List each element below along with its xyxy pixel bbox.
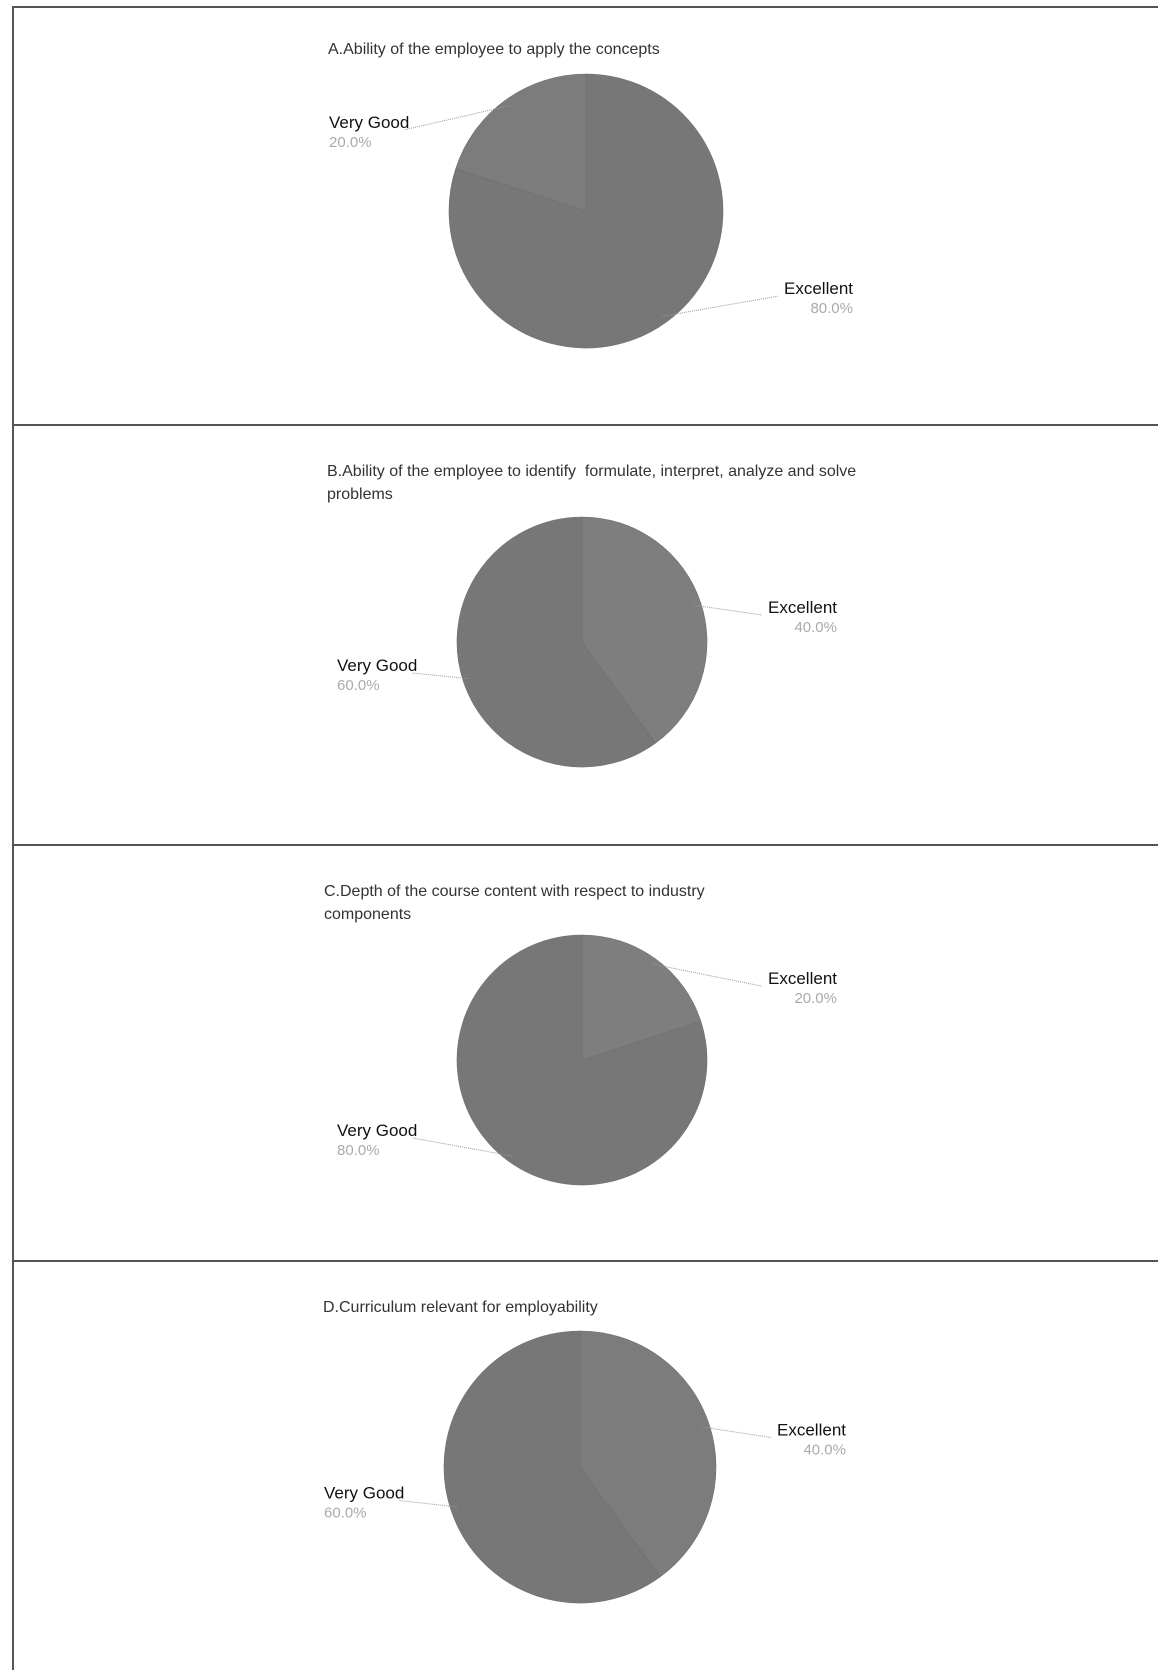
slice-label-a-very-good: Very Good [329,113,409,132]
chart-title-c: C.Depth of the course content with respe… [324,883,710,923]
pie-slice-a-very-good [455,73,587,212]
page-frame [12,6,1158,1670]
slice-label-b-very-good: Very Good [337,656,417,675]
leader-line-c-excellent [651,963,763,987]
pie-slice-c-very-good [456,934,708,1186]
slice-label-c-very-good: Very Good [337,1121,417,1140]
pie-slice-b-very-good [456,516,656,768]
slice-label-b-excellent: Excellent [768,598,837,617]
slice-pct-a-excellent: 80.0% [810,300,853,317]
slice-label-a-excellent: Excellent [784,279,853,298]
chart-title-d: D.Curriculum relevant for employability [323,1299,598,1316]
slice-pct-a-very-good: 20.0% [329,134,372,151]
leader-line-b-very-good [411,672,470,680]
chart-panel-a: A.Ability of the employee to apply the c… [12,6,1158,426]
chart-panel-c: C.Depth of the course content with respe… [12,846,1158,1262]
pie-slice-d-excellent [579,1330,717,1578]
pie-chart-d: Excellent 40.0% Very Good 60.0% [324,1330,846,1604]
slice-pct-b-excellent: 40.0% [794,619,837,636]
slice-pct-b-very-good: 60.0% [337,677,380,694]
leader-line-a-very-good [403,105,510,131]
chart-panel-d: D.Curriculum relevant for employability … [12,1262,1158,1670]
chart-title-b: B.Ability of the employee to identify fo… [327,463,861,503]
pie-chart-c: Excellent 20.0% Very Good 80.0% [337,934,837,1186]
pie-slice-d-very-good [443,1330,661,1604]
slice-label-d-very-good: Very Good [324,1484,404,1503]
leader-line-a-excellent [662,295,779,317]
slice-pct-c-very-good: 80.0% [337,1142,380,1159]
pie-slice-c-excellent [581,934,702,1061]
chart-title-a: A.Ability of the employee to apply the c… [328,41,660,58]
pie-chart-a: Excellent 80.0% Very Good 20.0% [329,73,853,349]
slice-pct-d-very-good: 60.0% [324,1505,367,1522]
leader-line-c-very-good [411,1137,513,1157]
pie-slice-b-excellent [581,516,708,744]
slice-pct-c-excellent: 20.0% [794,990,837,1007]
leader-line-d-excellent [702,1426,772,1438]
slice-label-c-excellent: Excellent [768,969,837,988]
leader-line-d-very-good [398,1500,458,1508]
leader-line-b-excellent [694,604,763,616]
pie-chart-b: Excellent 40.0% Very Good 60.0% [337,516,837,768]
chart-panel-b: B.Ability of the employee to identify fo… [12,426,1158,846]
slice-pct-d-excellent: 40.0% [803,1441,846,1458]
slice-label-d-excellent: Excellent [777,1420,846,1439]
